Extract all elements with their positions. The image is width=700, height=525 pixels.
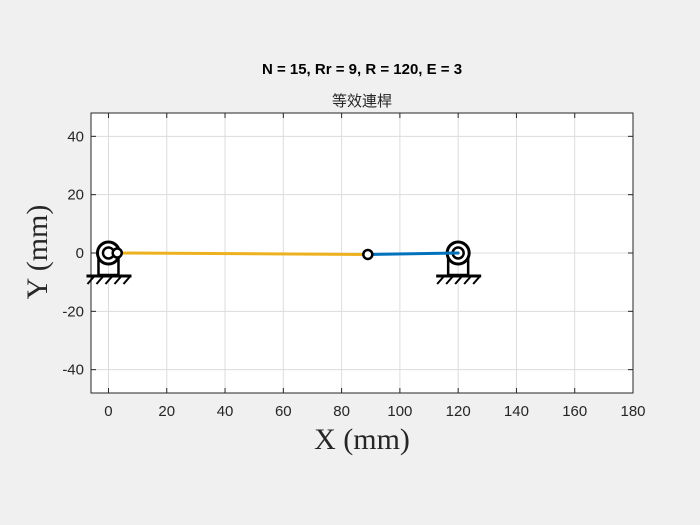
x-tick-label: 80 <box>333 403 350 420</box>
x-tick-label: 100 <box>387 403 412 420</box>
y-tick-label: 0 <box>76 245 84 262</box>
x-tick-label: 140 <box>504 403 529 420</box>
ground-hatch <box>86 275 96 285</box>
x-axis-label: X (mm) <box>314 423 410 456</box>
ground-hatch <box>463 275 472 285</box>
ground-hatch <box>122 275 132 285</box>
y-tick-label: -40 <box>62 362 84 379</box>
ground-hatch <box>104 275 114 285</box>
y-tick-label: 40 <box>67 128 84 145</box>
y-tick-label: 20 <box>67 187 84 204</box>
link-line <box>115 251 370 256</box>
ground-hatch <box>113 275 123 285</box>
x-tick-label: 20 <box>158 403 175 420</box>
ground-hatch <box>454 275 463 285</box>
ground-hatch <box>445 275 454 285</box>
ground-hatch <box>436 275 445 285</box>
fixed-support <box>86 240 132 285</box>
x-tick-label: 40 <box>217 403 234 420</box>
joint-marker <box>111 247 123 259</box>
ground-hatch <box>95 275 105 285</box>
x-tick-label: 0 <box>104 403 112 420</box>
ground-hatch <box>472 275 481 285</box>
x-tick-label: 160 <box>562 403 587 420</box>
link-line <box>366 251 460 256</box>
x-tick-label: 60 <box>275 403 292 420</box>
x-tick-label: 120 <box>446 403 471 420</box>
chart-title: N = 15, Rr = 9, R = 120, E = 3 <box>261 61 463 78</box>
x-tick-label: 180 <box>620 403 645 420</box>
y-axis-label: Y (mm) <box>21 204 54 300</box>
chart-subtitle: 等效連桿 <box>331 92 392 110</box>
joint-marker <box>362 248 374 261</box>
y-tick-label: -20 <box>62 303 84 320</box>
